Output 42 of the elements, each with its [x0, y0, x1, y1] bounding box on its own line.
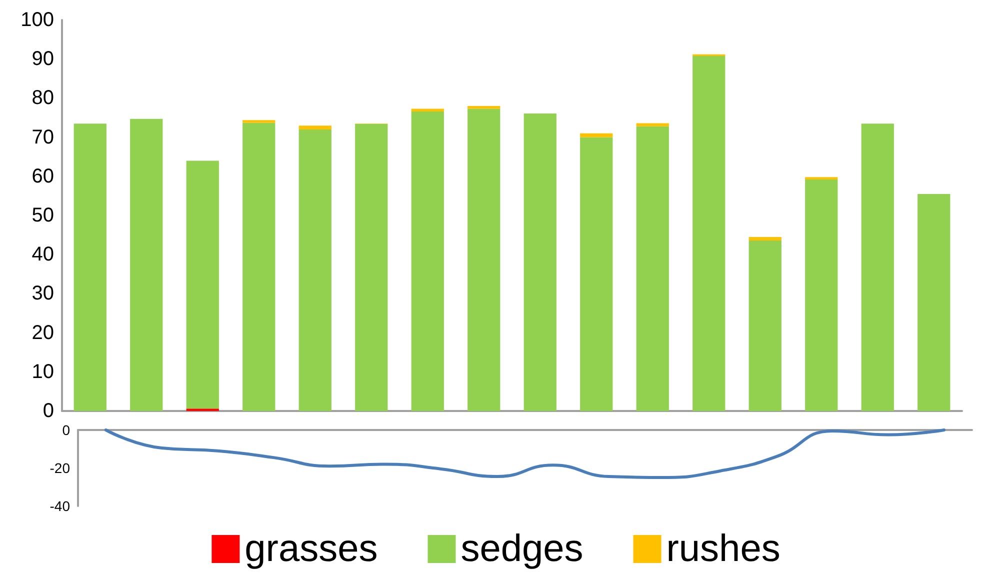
y-tick-label: 0: [62, 422, 70, 438]
bar: [636, 126, 669, 411]
y-tick-label: 70: [32, 126, 54, 148]
y-tick-label: -40: [50, 498, 70, 514]
bar: [805, 177, 838, 180]
bar: [918, 194, 950, 411]
y-tick-label: 10: [32, 360, 54, 383]
bar: [298, 126, 332, 130]
bar: [130, 118, 163, 411]
bar: [524, 113, 556, 411]
bar: [580, 137, 613, 411]
bar: [298, 129, 332, 411]
bar: [355, 124, 388, 411]
bar: [861, 124, 894, 411]
bar: [411, 108, 444, 112]
line-series: [104, 428, 946, 479]
bar: [580, 133, 613, 138]
y-tick-label: 100: [20, 9, 54, 31]
bar: [692, 56, 726, 411]
y-tick-label: -20: [50, 460, 70, 476]
bar: [748, 240, 782, 411]
bar: [468, 106, 500, 109]
bar: [636, 123, 669, 126]
bar: [242, 122, 276, 411]
y-tick-label: 50: [32, 204, 54, 226]
legend-label: sedges: [460, 528, 584, 570]
bar: [411, 111, 444, 411]
bar: [468, 108, 500, 411]
bar: [805, 180, 838, 411]
bar: [242, 120, 276, 123]
y-tick-label: 0: [42, 400, 54, 422]
bar: [748, 237, 782, 241]
bar: [186, 160, 219, 409]
y-tick-label: 40: [32, 244, 54, 266]
legend-label: rushes: [666, 528, 780, 570]
y-tick-label: 30: [32, 282, 54, 305]
bar: [74, 124, 106, 411]
y-tick-label: 60: [32, 165, 54, 188]
legend-label: grasses: [244, 528, 378, 570]
y-tick-label: 90: [32, 48, 54, 70]
y-tick-label: 80: [32, 87, 54, 110]
y-tick-label: 20: [32, 322, 54, 344]
